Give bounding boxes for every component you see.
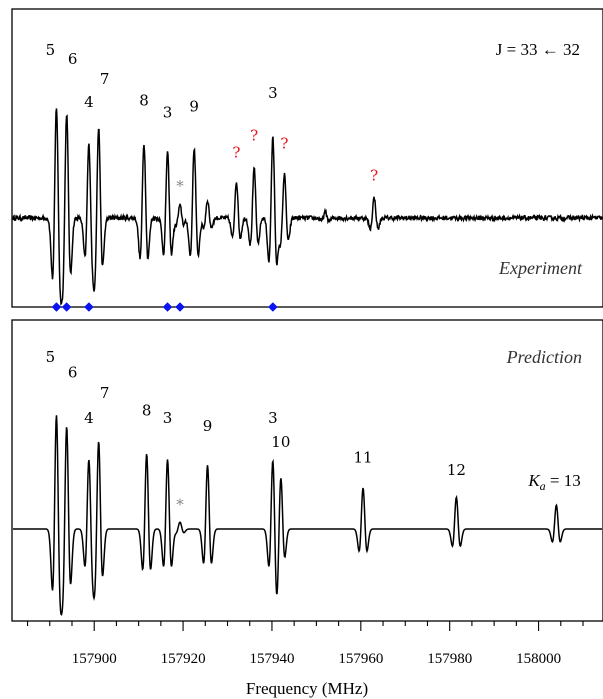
peak-label: 9 (189, 98, 199, 116)
unassigned-peak-label: ? (370, 166, 378, 184)
star-peak-label: * (176, 177, 184, 195)
panel-label: Experiment (498, 258, 583, 278)
peak-label: 6 (68, 50, 78, 68)
star-peak-label: * (176, 496, 184, 514)
spectrum-trace (12, 108, 603, 306)
assigned-marker (162, 302, 173, 312)
peak-label: 5 (46, 348, 56, 366)
assigned-marker (267, 302, 278, 312)
peak-label: 9 (203, 417, 213, 435)
transition-label: J = 33 ← 32 (496, 40, 580, 59)
assigned-marker (51, 302, 62, 312)
peak-label: 10 (271, 433, 290, 451)
x-tick-label: 158000 (516, 651, 561, 667)
peak-label: 8 (142, 401, 152, 419)
x-tick-label: 157960 (338, 651, 383, 667)
peak-label: Ka = 13 (527, 471, 580, 493)
unassigned-peak-label: ? (250, 127, 258, 145)
panel-label: Prediction (506, 347, 582, 367)
assigned-marker (61, 302, 72, 312)
peak-label: 3 (268, 84, 278, 102)
assigned-marker (175, 302, 185, 312)
unassigned-peak-label: ? (232, 144, 240, 162)
peak-label: 8 (139, 91, 149, 109)
assigned-marker (84, 302, 94, 312)
peak-label: 11 (353, 448, 372, 466)
peak-label: 3 (268, 409, 278, 427)
x-tick-label: 157940 (249, 651, 294, 667)
x-tick-label: 157900 (72, 651, 117, 667)
peak-label: 4 (84, 93, 94, 111)
peak-label: 7 (100, 70, 110, 88)
peak-label: 7 (100, 384, 110, 402)
peak-label: 6 (68, 364, 78, 382)
panel-frame (11, 319, 603, 622)
x-tick-label: 157920 (161, 651, 206, 667)
peak-label: 4 (84, 409, 94, 427)
peak-label: 5 (46, 41, 56, 59)
unassigned-peak-label: ? (280, 134, 288, 152)
x-tick-label: 157980 (427, 651, 472, 667)
spectrum-trace (13, 415, 602, 616)
x-axis-title: Frequency (MHz) (246, 679, 368, 698)
peak-label: 3 (163, 409, 173, 427)
x-axis: 157900 157920 157940 157960 157980 158000 (27, 621, 584, 667)
peak-label: 3 (163, 104, 173, 122)
peak-label: 12 (447, 461, 466, 479)
panel-frame (11, 8, 603, 308)
